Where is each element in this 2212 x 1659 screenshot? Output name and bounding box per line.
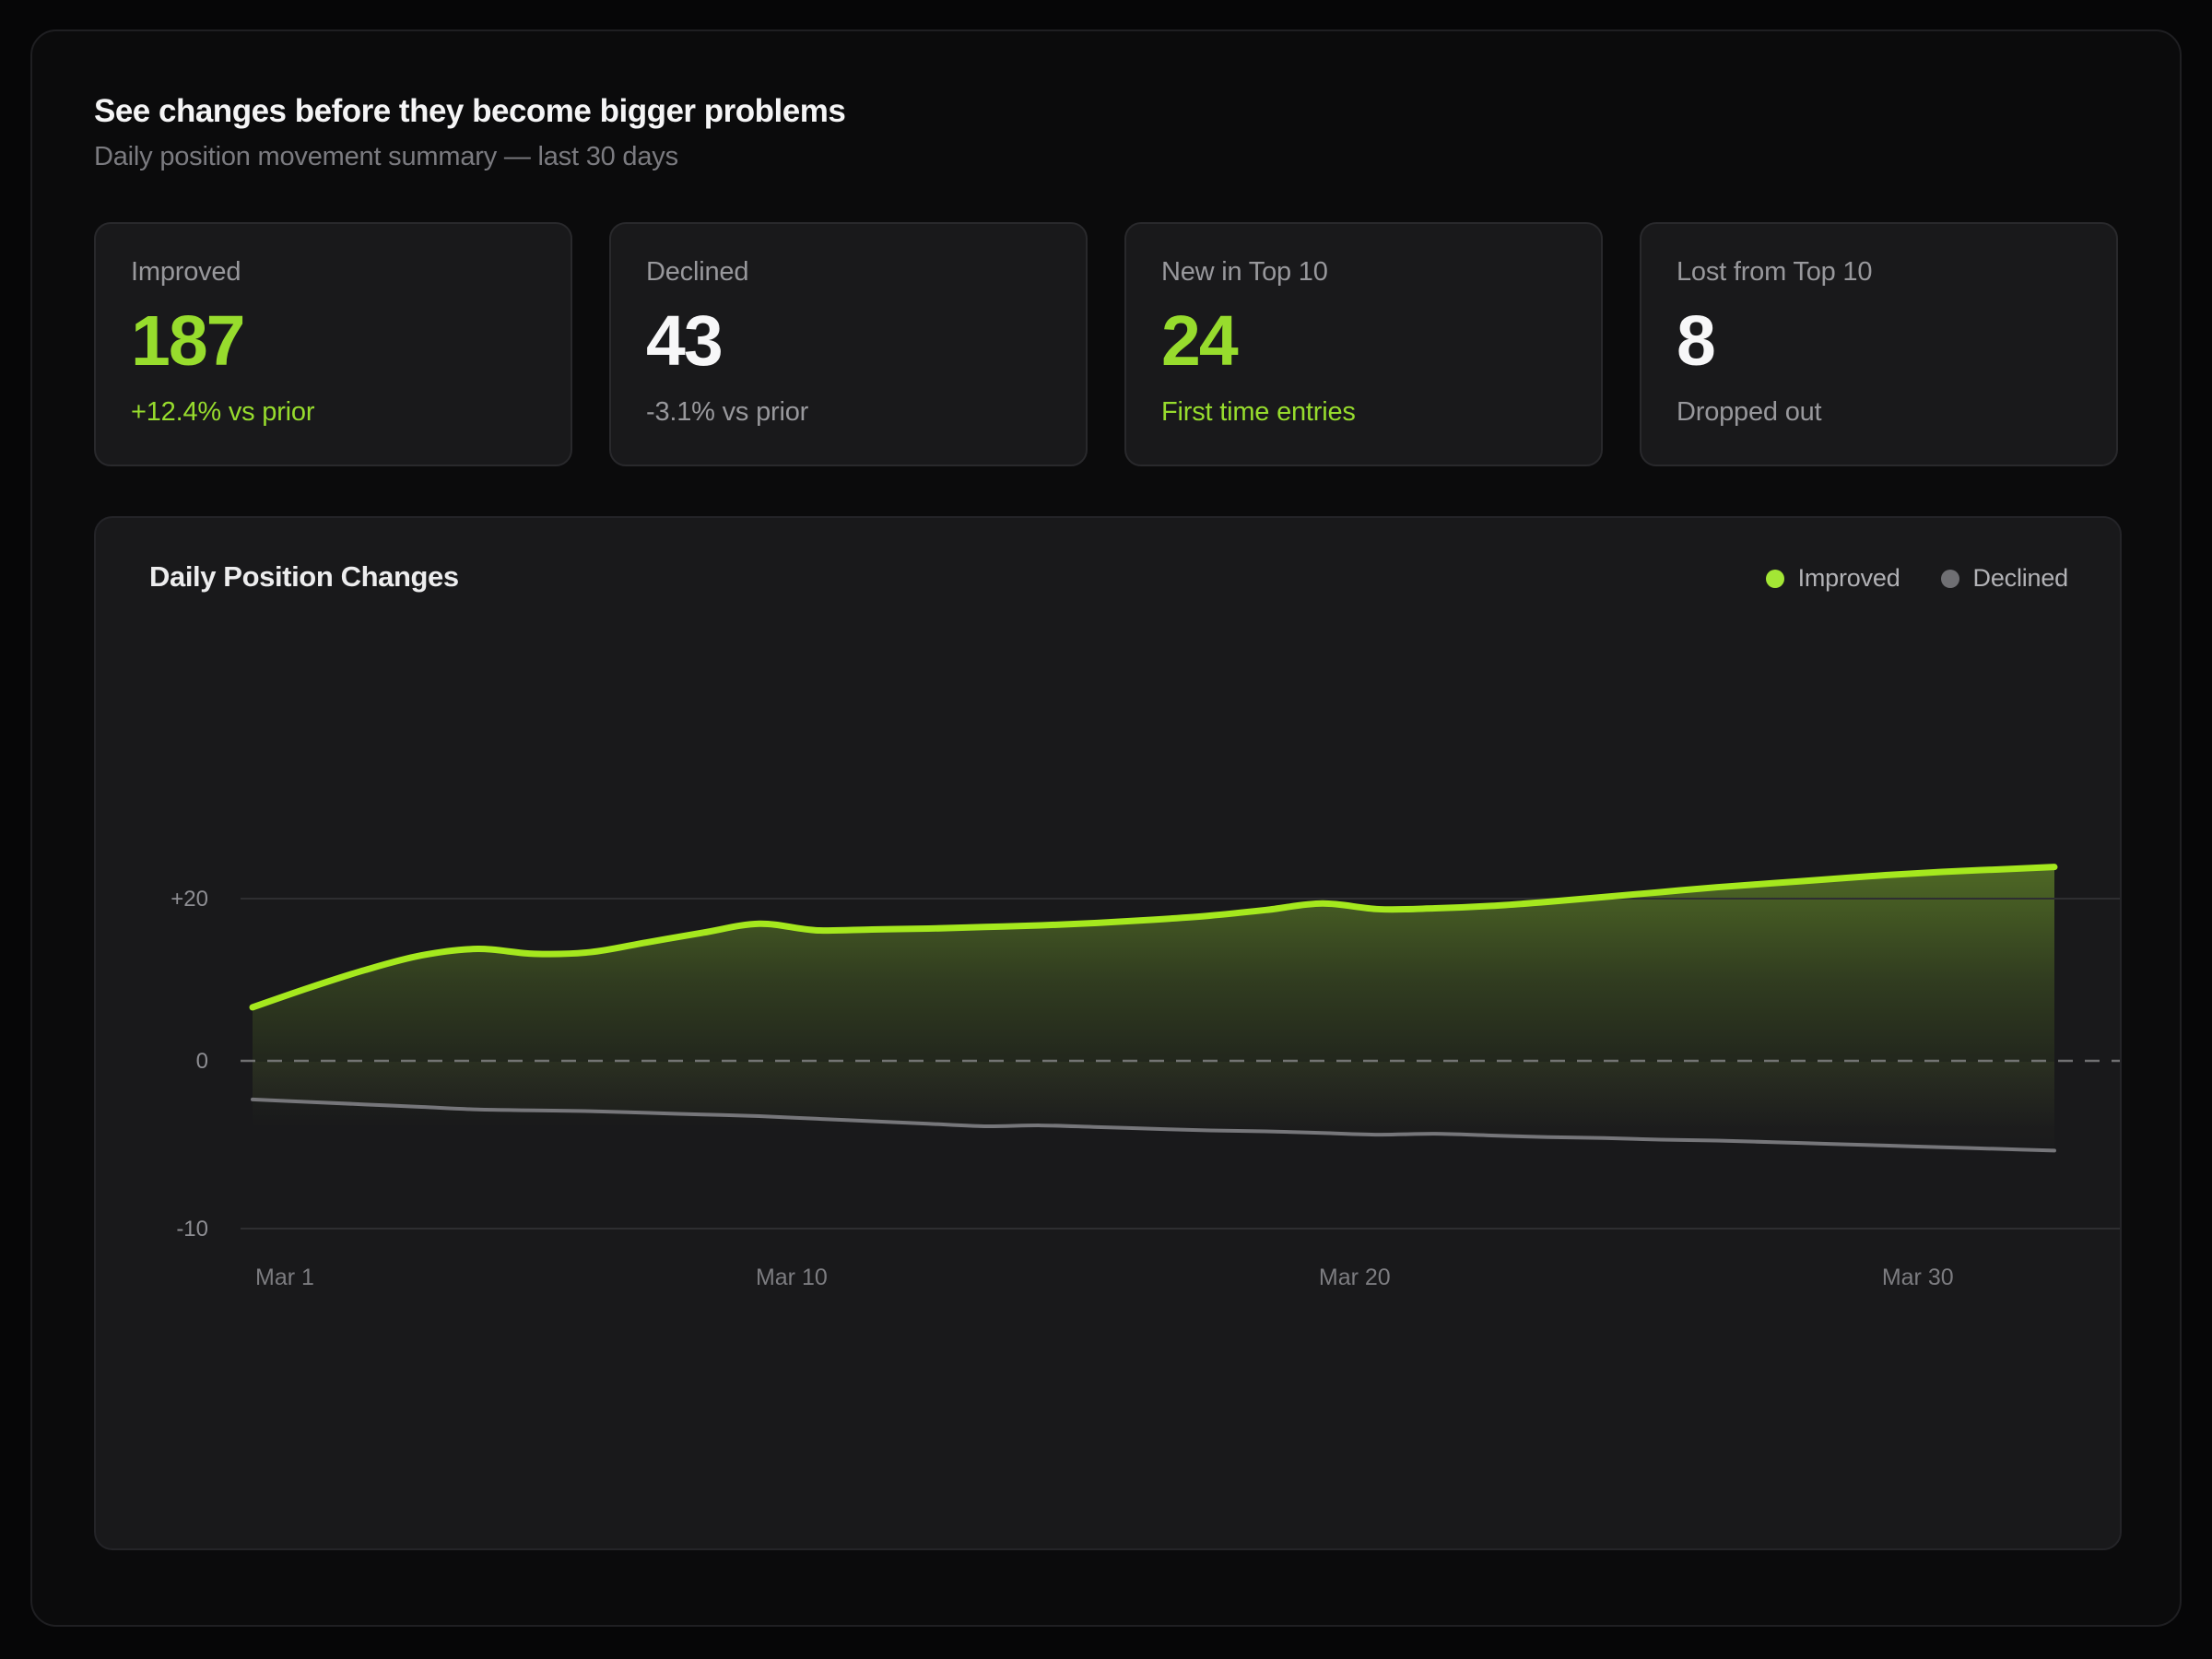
legend-item-improved[interactable]: Improved <box>1765 564 1900 593</box>
stat-value: 24 <box>1161 301 1239 381</box>
legend-label: Improved <box>1797 564 1900 592</box>
stat-subtext: -3.1% vs prior <box>646 397 809 427</box>
y-axis-tick-label: 0 <box>196 1049 208 1074</box>
legend-item-declined[interactable]: Declined <box>1940 564 2069 593</box>
main-panel: See changes before they become bigger pr… <box>30 29 2182 1627</box>
x-axis-tick-label: Mar 10 <box>756 1265 828 1290</box>
page-title: See changes before they become bigger pr… <box>94 93 846 129</box>
improved-dot-icon <box>1765 569 1784 588</box>
stat-subtext: Dropped out <box>1677 397 1822 427</box>
stat-value: 187 <box>131 301 245 381</box>
x-axis-tick-label: Mar 1 <box>255 1265 314 1290</box>
stat-label: New in Top 10 <box>1161 257 1328 287</box>
x-axis-tick-label: Mar 30 <box>1882 1265 1954 1290</box>
x-axis-tick-label: Mar 20 <box>1319 1265 1391 1290</box>
stat-value: 8 <box>1677 301 1716 381</box>
stats-row: Improved 187 +12.4% vs prior Declined 43… <box>94 222 2118 466</box>
stat-card-new-in-top10: New in Top 10 24 First time entries <box>1124 222 1603 466</box>
stat-card-declined: Declined 43 -3.1% vs prior <box>609 222 1088 466</box>
improved-line <box>249 864 2058 1011</box>
stat-label: Lost from Top 10 <box>1677 257 1873 287</box>
stat-subtext: +12.4% vs prior <box>131 397 315 427</box>
declined-line <box>251 1097 2056 1153</box>
declined-area <box>253 1062 2054 1151</box>
stat-card-lost-from-top10: Lost from Top 10 8 Dropped out <box>1640 222 2118 466</box>
stat-card-improved: Improved 187 +12.4% vs prior <box>94 222 572 466</box>
chart-legend: Improved Declined <box>1765 564 2069 593</box>
stat-label: Improved <box>131 257 241 287</box>
y-axis-tick-label: +20 <box>171 887 208 912</box>
stat-label: Declined <box>646 257 749 287</box>
daily-position-changes-panel: Daily Position Changes Improved Declined… <box>94 516 2122 1550</box>
page-subtitle: Daily position movement summary — last 3… <box>94 142 678 171</box>
y-axis-tick-label: -10 <box>176 1217 208 1241</box>
declined-dot-icon <box>1940 569 1959 588</box>
legend-label: Declined <box>1972 564 2069 592</box>
stat-value: 43 <box>646 301 724 381</box>
chart-title: Daily Position Changes <box>149 560 459 593</box>
stat-subtext: First time entries <box>1161 397 1356 427</box>
position-changes-chart: +20 0 -10 Mar 1 Mar 10 Mar 20 Mar 30 <box>171 864 2120 1290</box>
